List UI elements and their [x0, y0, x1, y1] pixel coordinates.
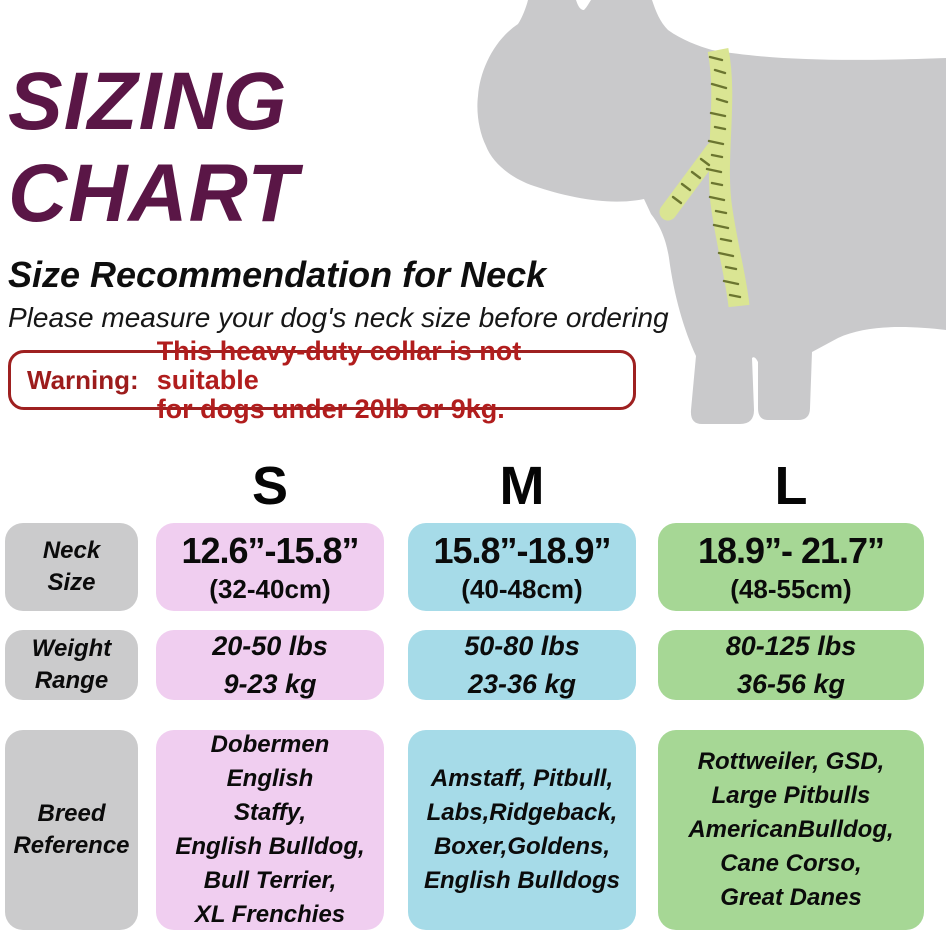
cell-breeds-l: Rottweiler, GSD, Large Pitbulls American… [658, 730, 924, 930]
row-label-breed-reference: Breed Reference [5, 730, 138, 930]
neck-size-l-inches: 18.9”- 21.7” [697, 529, 885, 571]
tape-tick-marks [671, 55, 742, 299]
title-line-2: CHART [8, 148, 299, 239]
cell-breeds-s: Dobermen English Staffy, English Bulldog… [156, 730, 384, 930]
neck-size-l-cm: (48-55cm) [730, 573, 852, 604]
page-title: SIZING CHART [8, 56, 298, 240]
warning-box: Warning: This heavy-duty collar is not s… [8, 336, 636, 423]
dog-silhouette-graphic [477, 0, 946, 424]
cell-neck-size-m: 15.8”-18.9” (40-48cm) [408, 523, 636, 611]
cell-neck-size-l: 18.9”- 21.7” (48-55cm) [658, 523, 924, 611]
measuring-tape [659, 47, 750, 308]
cell-neck-size-s: 12.6”-15.8” (32-40cm) [156, 523, 384, 611]
title-line-1: SIZING [8, 56, 288, 147]
cell-weight-m: 50-80 lbs 23-36 kg [408, 630, 636, 700]
subtitle: Size Recommendation for Neck [8, 254, 547, 295]
neck-size-s-inches: 12.6”-15.8” [181, 529, 359, 571]
cell-breeds-m: Amstaff, Pitbull, Labs,Ridgeback, Boxer,… [408, 730, 636, 930]
size-header-l: L [774, 456, 808, 516]
warning-text: This heavy-duty collar is not suitable f… [156, 335, 522, 424]
size-header-m: M [499, 456, 545, 516]
neck-size-m-cm: (40-48cm) [461, 573, 583, 604]
size-header-s: S [251, 456, 289, 516]
row-label-weight-range: Weight Range [5, 630, 138, 700]
cell-weight-l: 80-125 lbs 36-56 kg [658, 630, 924, 700]
warning-label: Warning: [27, 364, 139, 395]
row-label-neck-size: Neck Size [5, 523, 138, 611]
neck-size-s-cm: (32-40cm) [209, 573, 331, 604]
cell-weight-s: 20-50 lbs 9-23 kg [156, 630, 384, 700]
measure-note: Please measure your dog's neck size befo… [8, 302, 669, 333]
neck-size-m-inches: 15.8”-18.9” [433, 529, 611, 571]
